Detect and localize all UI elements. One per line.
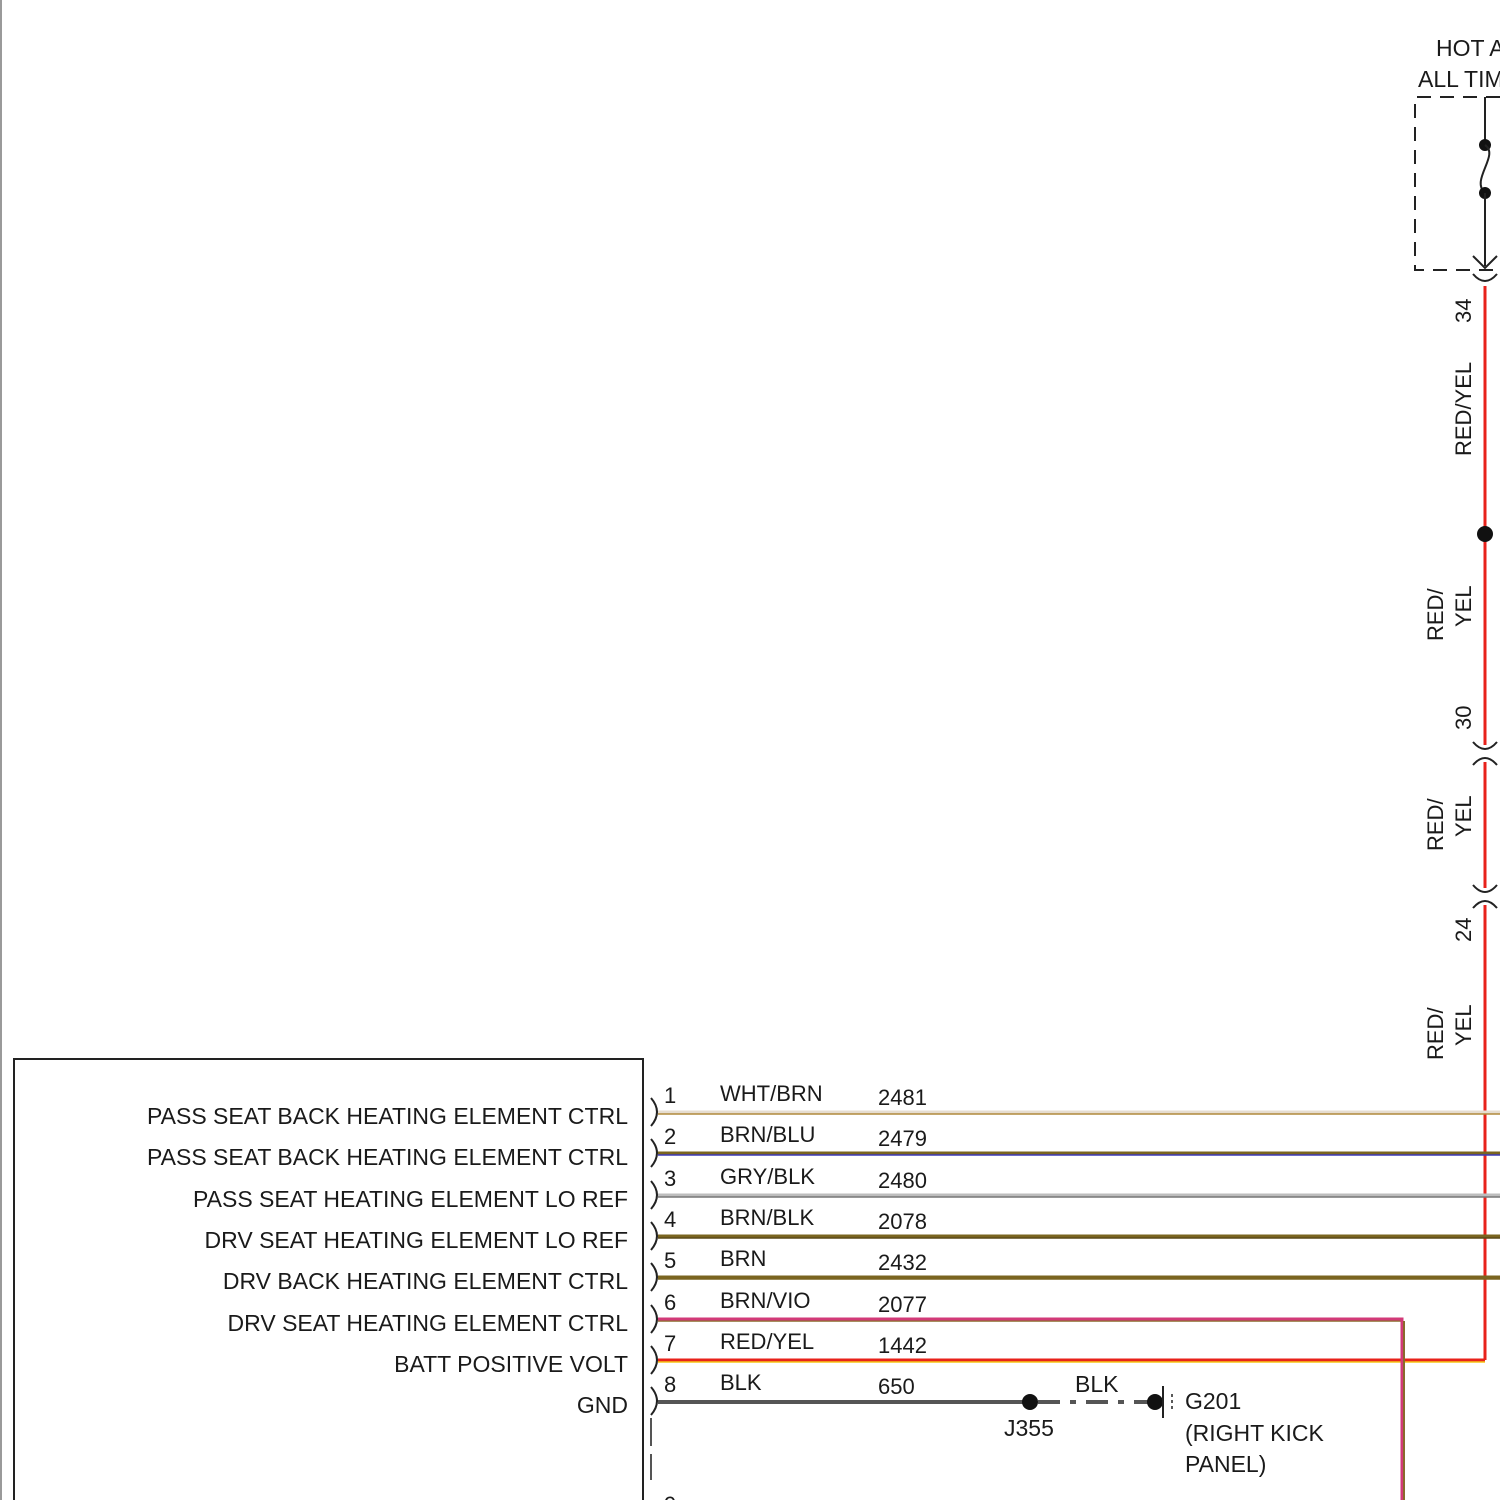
wire-pin6-down — [658, 1317, 1404, 1500]
power-source-line1: HOT A — [1436, 35, 1500, 61]
pin-terminal-icon — [650, 1138, 658, 1168]
pin-row: GND 8 BLK 650 — [577, 1370, 915, 1418]
ground-location-line1: (RIGHT KICK — [1185, 1420, 1325, 1446]
feed-color-b-line1: RED/ — [1423, 798, 1448, 851]
pin-row: DRV BACK HEATING ELEMENT CTRL 5 BRN 2432 — [223, 1246, 1500, 1294]
ground-wire-color: BLK — [1075, 1371, 1119, 1397]
feed-color-b-line2: YEL — [1451, 795, 1476, 837]
pin-number: 5 — [664, 1248, 676, 1273]
pin-number: 2 — [664, 1124, 676, 1149]
pin-terminal-icon — [650, 1221, 658, 1251]
pin-number-next: 9 — [664, 1492, 676, 1500]
ground-terminal-dot — [1147, 1394, 1163, 1410]
pin-row: PASS SEAT BACK HEATING ELEMENT CTRL 1 WHT/… — [147, 1081, 1500, 1129]
pin-terminal-icon — [650, 1097, 658, 1127]
pin-function-label: DRV SEAT HEATING ELEMENT LO REF — [205, 1227, 628, 1253]
pin-row: PASS SEAT HEATING ELEMENT LO REF 3 GRY/BLK… — [193, 1164, 1500, 1212]
pin-number: 8 — [664, 1372, 676, 1397]
feed-color-c-line2: YEL — [1451, 1004, 1476, 1046]
ground-circuit: J355 BLK G201 (RIGHT KICK PANEL) — [658, 1371, 1325, 1477]
pin-function-label: PASS SEAT BACK HEATING ELEMENT CTRL — [147, 1103, 628, 1129]
pin-function-label: PASS SEAT HEATING ELEMENT LO REF — [193, 1186, 628, 1212]
pin-rows: PASS SEAT BACK HEATING ELEMENT CTRL 1 WHT/… — [147, 1081, 1500, 1418]
pin-row: BATT POSITIVE VOLT 7 RED/YEL 1442 — [394, 1329, 1485, 1377]
pin-number: 4 — [664, 1207, 676, 1232]
fuse-icon — [1479, 144, 1491, 194]
pin-terminal-icon — [650, 1304, 658, 1334]
pin-terminal-icon — [650, 1262, 658, 1292]
module-box — [13, 1058, 644, 1500]
pin-number: 6 — [664, 1290, 676, 1315]
vertical-feed-wire: 34 RED/YEL RED/ YEL 30 RED/ YEL 24 RED/ … — [1423, 286, 1498, 1360]
feed-color-c-line1: RED/ — [1423, 1007, 1448, 1060]
connector-cavity-icon — [1472, 273, 1498, 282]
wire-color-label: RED/YEL — [720, 1329, 814, 1354]
wire-color-label: BRN/BLK — [720, 1205, 814, 1230]
circuit-number: 2480 — [878, 1168, 927, 1193]
pin-function-label: DRV BACK HEATING ELEMENT CTRL — [223, 1268, 628, 1294]
circuit-number: 650 — [878, 1374, 915, 1399]
circuit-number: 2432 — [878, 1250, 927, 1275]
circuit-number: 2481 — [878, 1085, 927, 1110]
circuit-number: 2078 — [878, 1209, 927, 1234]
wire-color-label: BLK — [720, 1370, 762, 1395]
pin-row: PASS SEAT BACK HEATING ELEMENT CTRL 2 BRN/… — [147, 1122, 1500, 1170]
pin-function-label: DRV SEAT HEATING ELEMENT CTRL — [228, 1310, 629, 1336]
inline-connector-24-icon — [1472, 884, 1498, 909]
splice-dot — [1477, 526, 1493, 542]
wire-color-label: BRN/VIO — [720, 1288, 810, 1313]
circuit-number: 1442 — [878, 1333, 927, 1358]
inline-connector-30-icon — [1472, 741, 1498, 766]
pin-function-label: BATT POSITIVE VOLT — [394, 1351, 628, 1377]
pin-function-label: GND — [577, 1392, 628, 1418]
pin-function-label: PASS SEAT BACK HEATING ELEMENT CTRL — [147, 1144, 628, 1170]
feed-circuit-34: 34 — [1451, 299, 1476, 323]
ground-location-line2: PANEL) — [1185, 1451, 1266, 1477]
feed-color-redyel: RED/YEL — [1451, 362, 1476, 456]
pin-terminal-icon — [650, 1386, 658, 1416]
pin-number: 7 — [664, 1331, 676, 1356]
fuse-block-outline — [1414, 96, 1500, 271]
pin-terminal-icon — [650, 1180, 658, 1210]
wire-color-label: BRN — [720, 1246, 766, 1271]
circuit-number: 2077 — [878, 1292, 927, 1317]
feed-color-a-line2: YEL — [1451, 585, 1476, 627]
pin-row: DRV SEAT HEATING ELEMENT LO REF 4 BRN/BLK 2… — [205, 1205, 1500, 1253]
wire-color-label: WHT/BRN — [720, 1081, 823, 1106]
pin-row: DRV SEAT HEATING ELEMENT CTRL 6 BRN/VIO 207… — [228, 1288, 1402, 1336]
splice-j355-dot — [1022, 1394, 1038, 1410]
ground-id: G201 — [1185, 1388, 1241, 1414]
fuse-block: HOT A ALL TIM — [1414, 35, 1500, 282]
feed-color-a-line1: RED/ — [1423, 588, 1448, 641]
splice-label: J355 — [1004, 1415, 1054, 1441]
feed-connector-24: 24 — [1451, 918, 1476, 942]
pin-terminal-icon — [650, 1345, 658, 1375]
pin-number: 3 — [664, 1166, 676, 1191]
circuit-number: 2479 — [878, 1126, 927, 1151]
wire-color-label: GRY/BLK — [720, 1164, 815, 1189]
power-source-line2: ALL TIM — [1418, 66, 1500, 92]
wire-color-label: BRN/BLU — [720, 1122, 815, 1147]
pin-number: 1 — [664, 1083, 676, 1108]
connector-arrow-icon — [1472, 255, 1498, 270]
feed-connector-30: 30 — [1451, 706, 1476, 730]
